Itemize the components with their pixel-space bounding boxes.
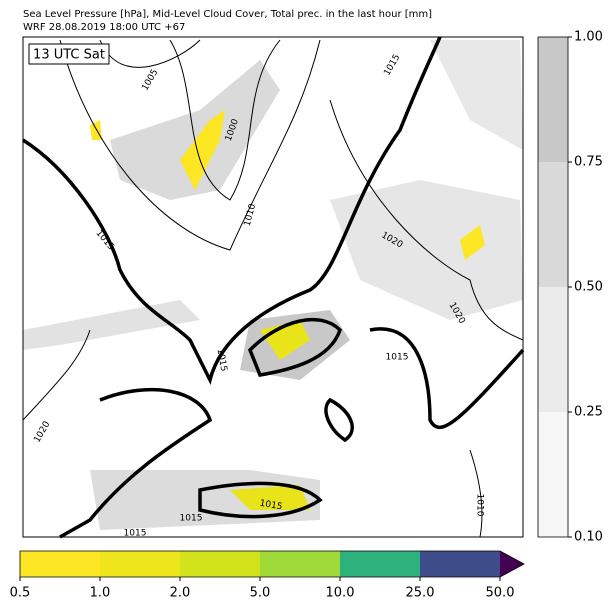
tick-label: 1.00 bbox=[574, 30, 603, 45]
contour-label: 1010 bbox=[475, 494, 485, 517]
contour-label: 1015 bbox=[215, 348, 229, 372]
tick-label: 25.0 bbox=[406, 586, 435, 601]
contour-label: 1015 bbox=[180, 514, 203, 524]
tick-label: 0.10 bbox=[574, 530, 603, 545]
isobars-1015 bbox=[22, 36, 525, 539]
tick-label: 50.0 bbox=[486, 586, 515, 601]
contour-label: 1015 bbox=[259, 499, 283, 513]
tick-label: 0.75 bbox=[574, 155, 603, 170]
precip-ticks: 0.5 1.0 2.0 5.0 10.0 25.0 50.0 bbox=[10, 577, 515, 601]
subtitle: WRF 28.08.2019 18:00 UTC +67 bbox=[23, 22, 185, 33]
map: 1005 1000 1015 1010 1015 1020 1020 1015 … bbox=[22, 36, 525, 539]
time-label: 13 UTC Sat bbox=[33, 48, 105, 63]
precipitation bbox=[90, 110, 485, 510]
tick-label: 1.0 bbox=[90, 586, 111, 601]
tick-label: 5.0 bbox=[250, 586, 271, 601]
cloud-ticks: 0.10 0.25 0.50 0.75 1.00 bbox=[568, 30, 603, 545]
title: Sea Level Pressure [hPa], Mid-Level Clou… bbox=[23, 9, 432, 20]
precip-colorbar bbox=[19, 550, 525, 578]
tick-label: 0.25 bbox=[574, 405, 603, 420]
tick-label: 0.5 bbox=[10, 586, 31, 601]
tick-label: 10.0 bbox=[326, 586, 355, 601]
contour-label: 1015 bbox=[124, 529, 147, 539]
map-frame bbox=[22, 36, 524, 538]
contour-label: 1015 bbox=[386, 353, 409, 363]
cloud-colorbar bbox=[537, 36, 569, 538]
tick-label: 2.0 bbox=[170, 586, 191, 601]
time-label-box bbox=[28, 43, 110, 65]
tick-label: 0.50 bbox=[574, 280, 603, 295]
